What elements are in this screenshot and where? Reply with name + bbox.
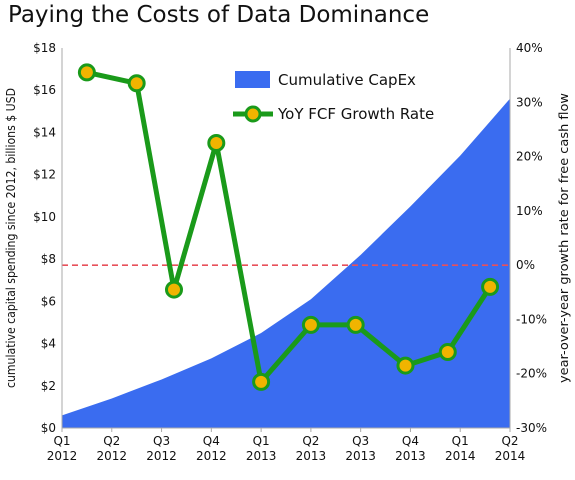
x-tick-label-quarter: Q2 [103, 434, 120, 448]
left-axis-title: cumulative capital spending since 2012, … [4, 88, 18, 388]
left-tick-label: $18 [33, 41, 56, 55]
fcf-growth-point [438, 343, 457, 361]
right-tick-label: 30% [516, 95, 543, 109]
x-tick-label-year: 2012 [146, 449, 177, 463]
x-tick-label-quarter: Q1 [452, 434, 469, 448]
x-tick-label-year: 2013 [246, 449, 277, 463]
fcf-growth-point [165, 280, 183, 299]
x-tick-label-year: 2013 [395, 449, 426, 463]
right-tick-label: 40% [516, 41, 543, 55]
fcf-growth-point [301, 315, 320, 334]
right-tick-label: 10% [516, 204, 543, 218]
right-tick-label: -10% [516, 312, 547, 326]
x-tick-label-quarter: Q4 [203, 434, 220, 448]
capex-area [62, 98, 510, 429]
x-tick-label-quarter: Q2 [501, 434, 518, 448]
x-tick-label-quarter: Q2 [302, 434, 319, 448]
x-tick-label-year: 2014 [495, 449, 526, 463]
x-tick-label-quarter: Q1 [53, 434, 70, 448]
right-tick-label: 20% [516, 150, 543, 164]
x-tick-label-year: 2013 [345, 449, 376, 463]
fcf-growth-point [127, 74, 146, 93]
x-tick-label-year: 2012 [97, 449, 128, 463]
legend-marker-fcf [244, 105, 262, 123]
legend-label-capex: Cumulative CapEx [278, 71, 416, 89]
left-tick-label: $10 [33, 210, 56, 224]
fcf-growth-line [86, 69, 493, 385]
left-tick-label: $0 [41, 421, 56, 435]
x-tick-label-quarter: Q3 [352, 434, 369, 448]
x-tick-label-quarter: Q3 [153, 434, 170, 448]
left-tick-label: $14 [33, 125, 56, 139]
left-tick-label: $2 [41, 379, 56, 393]
fcf-growth-point [207, 134, 226, 152]
fcf-growth-point [396, 356, 415, 375]
right-tick-label: 0% [516, 258, 535, 272]
fcf-growth-point [481, 277, 500, 296]
right-tick-label: -20% [516, 367, 547, 381]
left-tick-label: $6 [41, 294, 56, 308]
left-tick-label: $12 [33, 168, 56, 182]
left-tick-label: $4 [41, 337, 56, 351]
fcf-growth-point [252, 372, 271, 391]
fcf-growth-point [346, 315, 365, 334]
x-tick-label-quarter: Q4 [402, 434, 419, 448]
x-tick-label-year: 2013 [296, 449, 327, 463]
left-tick-label: $8 [41, 252, 56, 266]
chart-title: Paying the Costs of Data Dominance [8, 2, 430, 28]
right-axis-title: year-over-year growth rate for free cash… [557, 93, 571, 383]
x-tick-label-quarter: Q1 [253, 434, 270, 448]
legend-swatch-capex [235, 71, 270, 88]
x-tick-label-year: 2014 [445, 449, 476, 463]
x-tick-label-year: 2012 [47, 449, 78, 463]
fcf-growth-point [77, 63, 96, 82]
x-tick-label-year: 2012 [196, 449, 227, 463]
left-tick-label: $16 [33, 83, 56, 97]
right-tick-label: -30% [516, 421, 547, 435]
legend-label-fcf: YoY FCF Growth Rate [277, 105, 434, 123]
